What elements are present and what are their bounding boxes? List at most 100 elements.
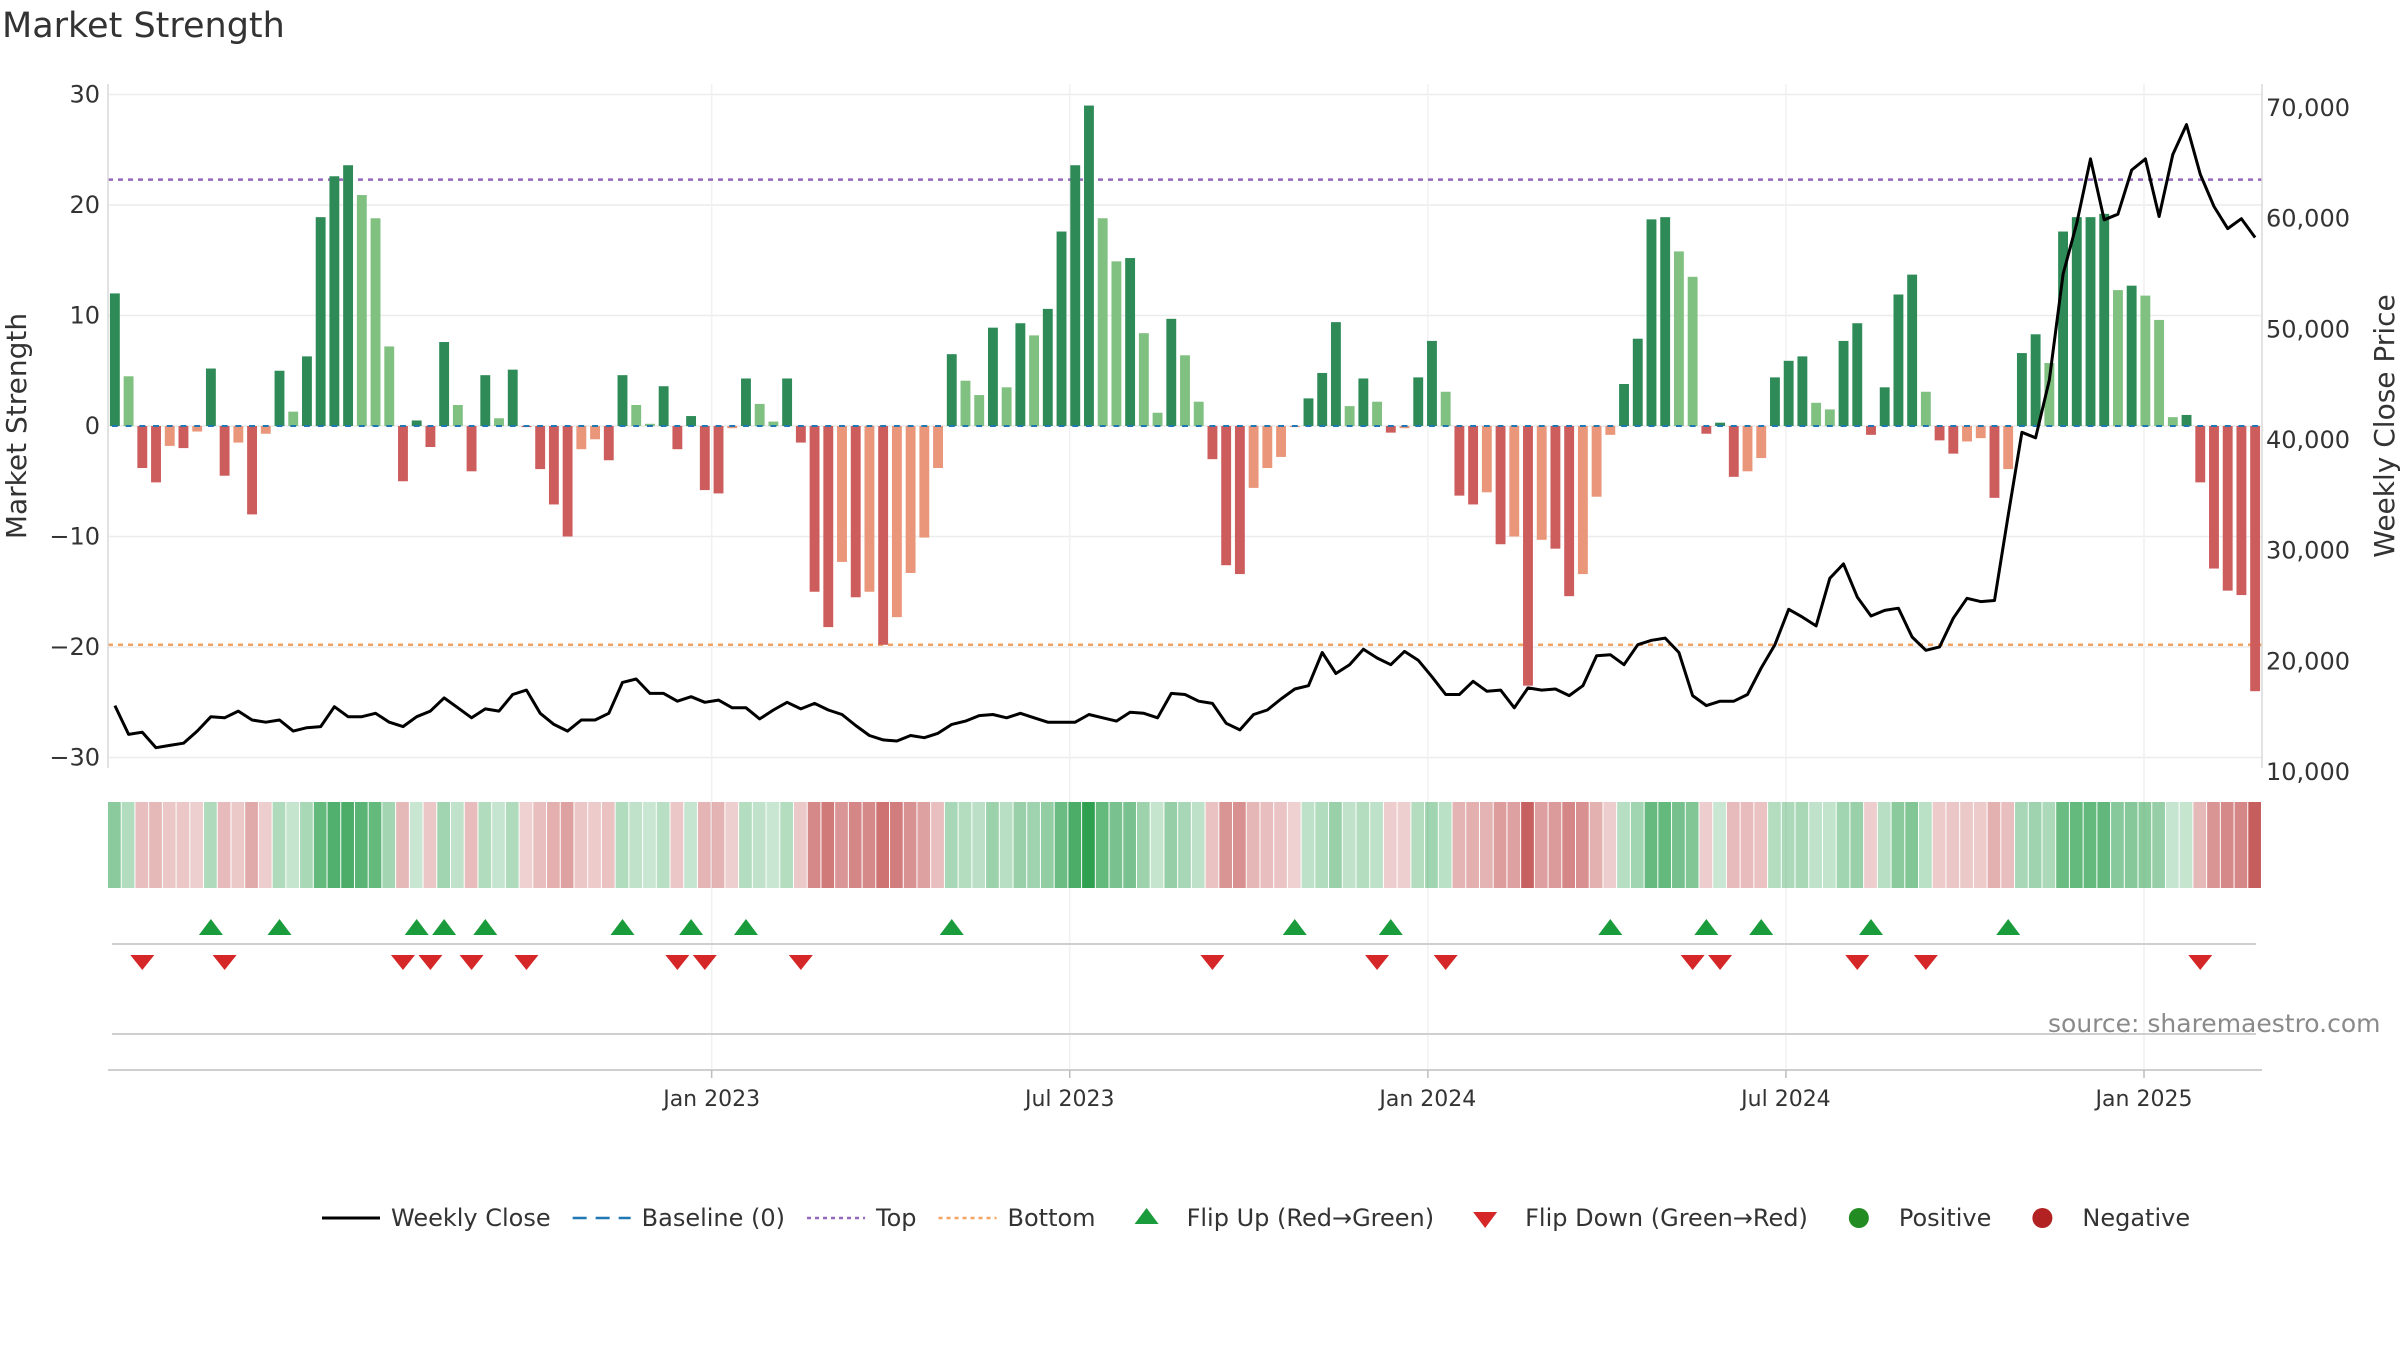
strength-bar [741, 378, 751, 426]
heat-cell [1246, 802, 1260, 888]
y-tick-label: −10 [49, 523, 100, 551]
flip-up-marker [610, 919, 635, 935]
heat-cell [341, 802, 354, 888]
flip-up-marker [404, 919, 429, 935]
strength-bar [1920, 391, 1931, 426]
strength-bar [672, 426, 683, 450]
heat-cell [2069, 802, 2083, 888]
strength-bar [1358, 378, 1369, 426]
heat-cell [245, 802, 258, 888]
strength-bar [1948, 426, 1959, 454]
strength-bar [1811, 402, 1822, 426]
strength-bar [795, 426, 806, 443]
heat-cell [1576, 802, 1589, 888]
heat-cell [354, 802, 368, 888]
heat-cell [2220, 802, 2234, 888]
strength-bars [109, 105, 2261, 692]
heat-cell [231, 802, 245, 888]
heat-cell [1068, 802, 1082, 888]
heat-cell [1370, 802, 1383, 888]
heat-cell [2028, 802, 2042, 888]
y-tick-label: 0 [85, 412, 100, 440]
strength-bar [2154, 319, 2165, 426]
heat-cell [1864, 802, 1877, 888]
strength-bar [686, 416, 697, 426]
strength-bar [1879, 387, 1890, 426]
heat-cell [286, 802, 300, 888]
strength-bar [219, 426, 230, 476]
y-axis-label: Market Strength [0, 313, 33, 539]
heat-cell [1809, 802, 1822, 888]
y2-tick-label: 10,000 [2266, 758, 2350, 786]
strength-bar [1715, 422, 1726, 426]
flip-down-marker [665, 955, 690, 970]
strength-bar [1193, 401, 1204, 426]
heat-cell [1356, 802, 1370, 888]
strength-bar [727, 426, 738, 429]
heat-cell [766, 802, 780, 888]
heat-cell [1150, 802, 1164, 888]
strength-bar [644, 423, 655, 426]
strength-bar [1097, 218, 1108, 426]
heat-cell [1178, 802, 1191, 888]
legend-label: Top [875, 1204, 917, 1232]
flip-down-marker [1845, 955, 1870, 970]
heat-cell [862, 802, 876, 888]
strength-bar [1989, 426, 2000, 498]
heat-cell [2124, 802, 2138, 888]
strength-bar [2126, 285, 2137, 426]
strength-bar [1385, 426, 1396, 433]
heat-cell [2083, 802, 2097, 888]
strength-bar [164, 426, 175, 446]
legend-label: Weekly Close [391, 1204, 551, 1232]
heat-cell [2111, 802, 2124, 888]
heat-cell [505, 802, 519, 888]
strength-bar [2209, 426, 2219, 569]
strength-bar [850, 426, 861, 598]
heat-cell [1919, 802, 1932, 888]
heat-cell [1836, 802, 1850, 888]
heat-cell [258, 802, 272, 888]
strength-bar [466, 426, 477, 472]
strength-bar [1975, 426, 1986, 439]
heat-cell [601, 802, 615, 888]
heat-cell [821, 802, 835, 888]
strength-bar [1454, 426, 1465, 496]
x-tick-label: Jan 2023 [661, 1087, 760, 1112]
strength-bar [1166, 318, 1177, 426]
heat-cell [1795, 802, 1809, 888]
heat-cell [972, 802, 986, 888]
heat-cell [1191, 802, 1205, 888]
heat-cell [2179, 802, 2193, 888]
heat-cell [1905, 802, 1919, 888]
heat-cell [1644, 802, 1658, 888]
x-tick-label: Jan 2025 [2094, 1087, 2193, 1112]
legend-label: Positive [1899, 1204, 1992, 1232]
strength-bar [1646, 219, 1657, 426]
strength-bar [837, 426, 847, 562]
strength-bar [1001, 387, 1012, 426]
legend-item: Flip Down (Green→Red) [1473, 1204, 1808, 1232]
heat-cell [533, 802, 547, 888]
strength-bar [782, 378, 793, 426]
strength-bar [1152, 412, 1163, 426]
heat-cell [1740, 802, 1754, 888]
strength-bar [823, 426, 834, 628]
heat-cell [999, 802, 1013, 888]
strength-bar [2222, 426, 2233, 591]
strength-bar [1180, 355, 1190, 426]
heat-cell [1383, 802, 1397, 888]
strength-bar [1742, 426, 1753, 472]
heat-cell [1301, 802, 1315, 888]
strength-bar [494, 418, 504, 426]
strength-bar [1427, 340, 1437, 426]
strength-bar [1866, 426, 1876, 435]
flip-down-marker [130, 955, 155, 970]
heat-cell [121, 802, 135, 888]
strength-bar [1770, 377, 1780, 426]
heat-cell [423, 802, 437, 888]
strength-bar [960, 380, 971, 426]
legend-item: Bottom [938, 1204, 1096, 1232]
heat-cell [1973, 802, 1987, 888]
strength-bar [699, 426, 710, 491]
